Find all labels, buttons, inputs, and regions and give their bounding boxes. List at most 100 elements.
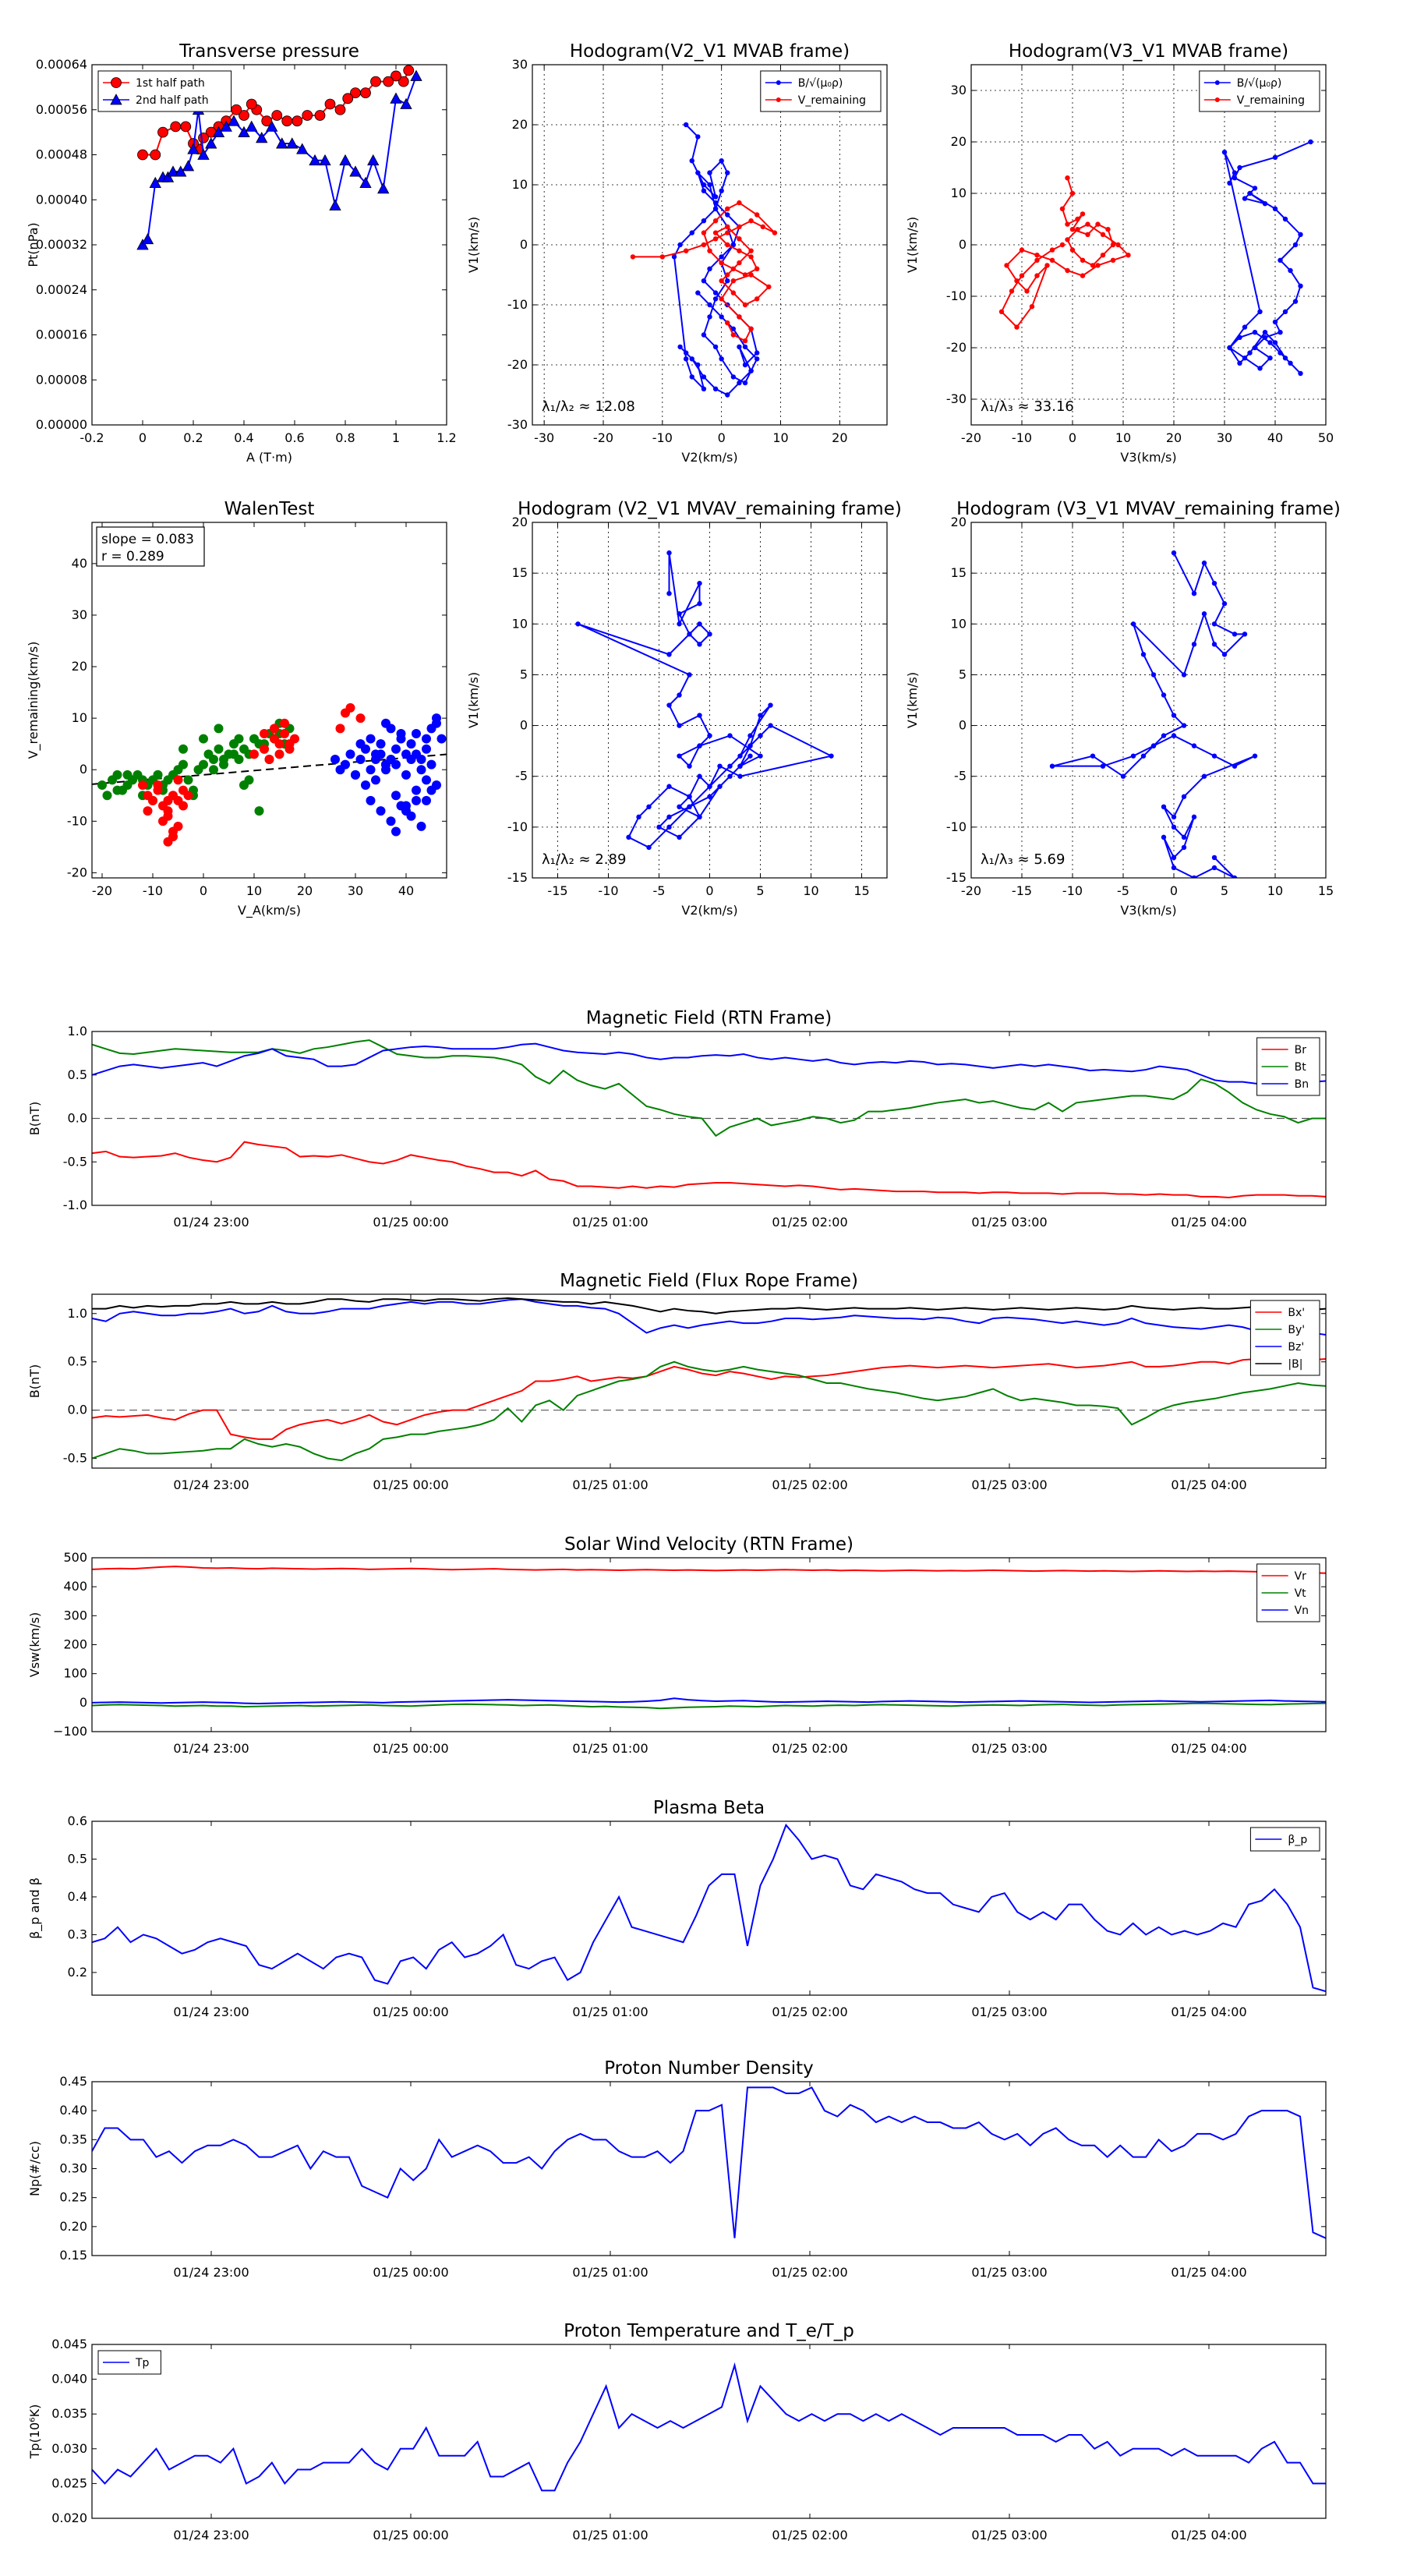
data-point <box>309 154 321 166</box>
data-point <box>742 344 748 350</box>
data-point <box>361 780 370 791</box>
data-point <box>1262 334 1268 340</box>
series-group <box>92 702 447 847</box>
y-tick-label: 0 <box>80 1695 87 1710</box>
data-point <box>701 182 707 188</box>
data-point <box>748 254 754 260</box>
data-point <box>212 126 225 138</box>
x-tick-label: -20 <box>961 883 981 898</box>
y-tick-label: -30 <box>507 417 528 432</box>
y-tick-label: 200 <box>63 1637 87 1652</box>
data-point <box>748 272 754 278</box>
data-point <box>1049 763 1055 769</box>
data-point <box>1171 733 1177 738</box>
y-tick-label: 0.035 <box>51 2406 87 2421</box>
y-tick-label: -5 <box>515 769 528 784</box>
series-group <box>136 65 422 250</box>
data-point <box>683 122 689 128</box>
data-point <box>719 260 724 266</box>
data-point <box>157 126 168 138</box>
data-point <box>161 171 175 182</box>
data-point <box>1308 139 1313 145</box>
data-point <box>1214 80 1220 85</box>
x-tick-label: 30 <box>348 883 363 898</box>
data-point <box>97 780 107 791</box>
data-point <box>1024 288 1030 294</box>
data-point <box>701 218 707 224</box>
data-point <box>677 804 682 810</box>
x-tick-label: 01/24 23:00 <box>173 1215 249 1230</box>
data-point <box>432 713 441 724</box>
data-point <box>1298 232 1303 237</box>
x-tick-label: 0.2 <box>183 430 203 445</box>
data-point <box>697 814 702 820</box>
data-point <box>102 791 112 801</box>
data-point <box>1242 632 1248 637</box>
data-point <box>355 755 366 764</box>
data-point <box>136 239 149 250</box>
data-point <box>416 821 426 831</box>
data-point <box>697 580 702 586</box>
data-point <box>339 154 352 166</box>
data-point <box>683 350 689 356</box>
data-point <box>719 254 724 260</box>
data-point <box>737 224 742 230</box>
x-axis-label: V_A(km/s) <box>238 903 301 918</box>
y-tick-label: 0.00056 <box>36 102 87 117</box>
data-point <box>292 115 303 127</box>
data-point <box>701 242 707 248</box>
data-point <box>1232 875 1238 878</box>
data-point <box>701 332 707 338</box>
data-point <box>138 780 147 791</box>
data-point <box>150 149 161 161</box>
data-point <box>143 806 153 816</box>
data-point <box>1004 263 1009 268</box>
y-tick-label: 0.00048 <box>36 147 87 162</box>
x-tick-label: 01/25 00:00 <box>373 1741 448 1756</box>
series-group <box>92 2086 1326 2239</box>
data-point <box>1059 206 1066 211</box>
data-point <box>666 550 672 556</box>
data-point <box>776 97 781 102</box>
x-tick-label: 01/25 03:00 <box>971 2005 1047 2019</box>
data-point <box>666 652 672 657</box>
x-tick-label: 01/25 01:00 <box>572 2265 648 2280</box>
data-point <box>1034 253 1040 258</box>
series-group <box>998 139 1313 377</box>
x-tick-label: 01/25 00:00 <box>373 2265 448 2280</box>
data-point <box>366 795 376 805</box>
data-point <box>324 98 336 110</box>
x-tick-label: 01/25 03:00 <box>971 2528 1047 2542</box>
data-point <box>1120 773 1126 779</box>
data-point <box>687 804 692 810</box>
data-point <box>1085 221 1090 227</box>
series-line <box>92 1697 1326 1704</box>
y-tick-label: 10 <box>512 616 528 631</box>
data-point <box>276 137 288 149</box>
series-group <box>92 1566 1326 1710</box>
data-point <box>391 826 401 837</box>
data-point <box>412 785 421 795</box>
data-point <box>319 154 331 166</box>
data-point <box>178 744 188 754</box>
data-point <box>110 94 122 105</box>
chart-title: Magnetic Field (RTN Frame) <box>586 1008 832 1028</box>
y-axis-label: Pt(nPa) <box>26 222 41 267</box>
data-point <box>173 821 183 831</box>
data-point <box>737 248 742 253</box>
data-point <box>302 110 313 121</box>
data-point <box>730 326 737 331</box>
y-axis-label: B(nT) <box>27 1364 42 1398</box>
data-point <box>719 296 724 302</box>
series-line <box>92 1356 1326 1440</box>
series-line <box>92 2362 1326 2492</box>
data-point <box>1214 97 1220 102</box>
y-tick-label: 0.00040 <box>36 192 87 207</box>
data-point <box>410 69 422 81</box>
data-point <box>173 775 183 785</box>
legend-label: Bx' <box>1288 1307 1305 1319</box>
y-tick-label: 0.025 <box>51 2475 87 2490</box>
data-point <box>381 765 391 775</box>
data-point <box>376 739 386 749</box>
x-tick-label: 0 <box>139 430 147 445</box>
